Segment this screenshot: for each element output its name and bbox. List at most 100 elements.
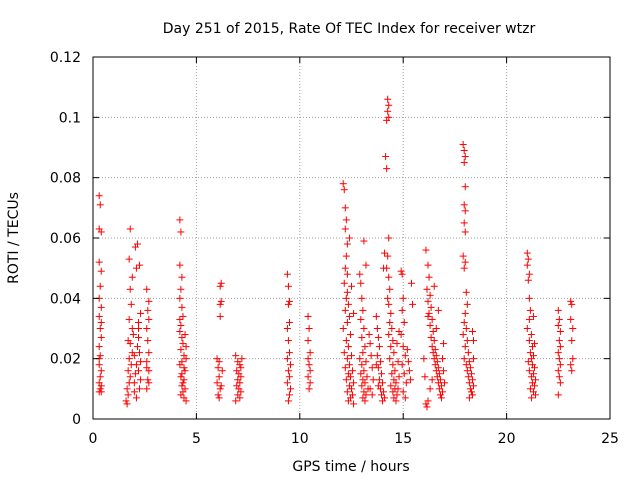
data-point: [383, 165, 391, 173]
data-point: [345, 234, 353, 242]
data-point: [399, 343, 407, 351]
data-point: [524, 358, 532, 366]
data-point: [130, 388, 138, 396]
data-point: [130, 379, 138, 387]
data-point: [178, 382, 186, 390]
data-point: [363, 373, 371, 381]
data-point: [567, 361, 575, 369]
data-point: [470, 355, 478, 363]
data-point: [95, 192, 103, 200]
data-point: [130, 352, 138, 360]
data-point: [426, 385, 434, 393]
data-point: [366, 385, 374, 393]
data-point: [95, 258, 103, 266]
data-point: [286, 361, 294, 369]
data-point: [433, 373, 441, 381]
data-point: [232, 397, 240, 405]
data-point: [373, 325, 381, 332]
data-point: [362, 358, 370, 366]
data-point: [392, 397, 400, 405]
data-point: [460, 147, 468, 155]
data-point: [123, 385, 131, 393]
data-point: [341, 264, 349, 272]
data-point: [215, 373, 223, 381]
data-point: [177, 391, 185, 399]
data-point: [555, 315, 563, 323]
data-point: [236, 379, 244, 387]
data-point: [360, 325, 368, 332]
data-point: [137, 376, 145, 384]
y-axis-label: ROTI / TECUs: [6, 192, 22, 284]
data-point: [96, 373, 104, 381]
data-point: [468, 376, 476, 384]
data-point: [466, 364, 474, 372]
data-point: [285, 373, 293, 381]
data-point: [236, 361, 244, 369]
data-point: [133, 343, 141, 351]
data-point: [349, 367, 357, 375]
data-point: [463, 367, 471, 375]
data-point: [525, 367, 533, 375]
data-point: [132, 394, 140, 402]
data-point: [461, 309, 469, 317]
data-point: [96, 385, 104, 393]
data-point: [405, 367, 413, 375]
data-point: [568, 337, 576, 345]
data-point: [434, 306, 442, 314]
data-point: [176, 328, 184, 336]
data-point: [523, 325, 531, 332]
data-point: [400, 318, 408, 326]
data-point: [527, 355, 535, 363]
data-point: [350, 400, 358, 408]
data-point: [460, 318, 468, 326]
data-point: [424, 312, 432, 320]
data-point: [361, 379, 369, 387]
data-point: [284, 367, 292, 375]
data-point: [350, 309, 358, 317]
data-point: [136, 349, 144, 357]
data-point: [176, 216, 184, 224]
x-tick-label: 5: [192, 431, 201, 447]
data-point: [137, 358, 145, 366]
data-point: [232, 352, 240, 360]
data-point: [461, 343, 469, 351]
data-point: [128, 273, 136, 281]
data-points: [95, 95, 577, 411]
data-point: [95, 361, 103, 369]
data-point: [368, 364, 376, 372]
data-point: [348, 385, 355, 393]
axis-ticks: 0 5 10 15 20 25 0 0.02 0.04 0.06 0.08 0.1 0.12: [50, 50, 619, 447]
data-point: [401, 352, 409, 360]
data-point: [178, 303, 186, 311]
data-point: [176, 261, 184, 269]
data-point: [365, 331, 373, 339]
x-tick-label: 0: [89, 431, 98, 447]
data-point: [217, 279, 225, 287]
data-point: [182, 355, 190, 363]
data-point: [218, 367, 226, 375]
data-point: [238, 355, 246, 363]
y-tick-label: 0.08: [50, 171, 81, 187]
data-point: [283, 379, 291, 387]
data-point: [459, 140, 467, 148]
data-point: [568, 367, 576, 375]
data-point: [468, 328, 476, 336]
data-point: [145, 297, 153, 305]
data-point: [401, 394, 409, 402]
data-point: [132, 361, 140, 369]
data-point: [466, 385, 474, 393]
data-point: [464, 349, 472, 357]
data-point: [177, 346, 185, 354]
data-point: [431, 361, 439, 369]
data-point: [358, 294, 366, 302]
data-point: [359, 349, 367, 357]
data-point: [462, 325, 470, 332]
data-point: [398, 306, 406, 314]
data-point: [283, 270, 291, 278]
data-point: [127, 300, 135, 308]
data-point: [375, 376, 383, 384]
data-point: [372, 361, 380, 369]
data-point: [358, 361, 366, 369]
data-point: [423, 403, 431, 411]
data-point: [569, 355, 577, 363]
